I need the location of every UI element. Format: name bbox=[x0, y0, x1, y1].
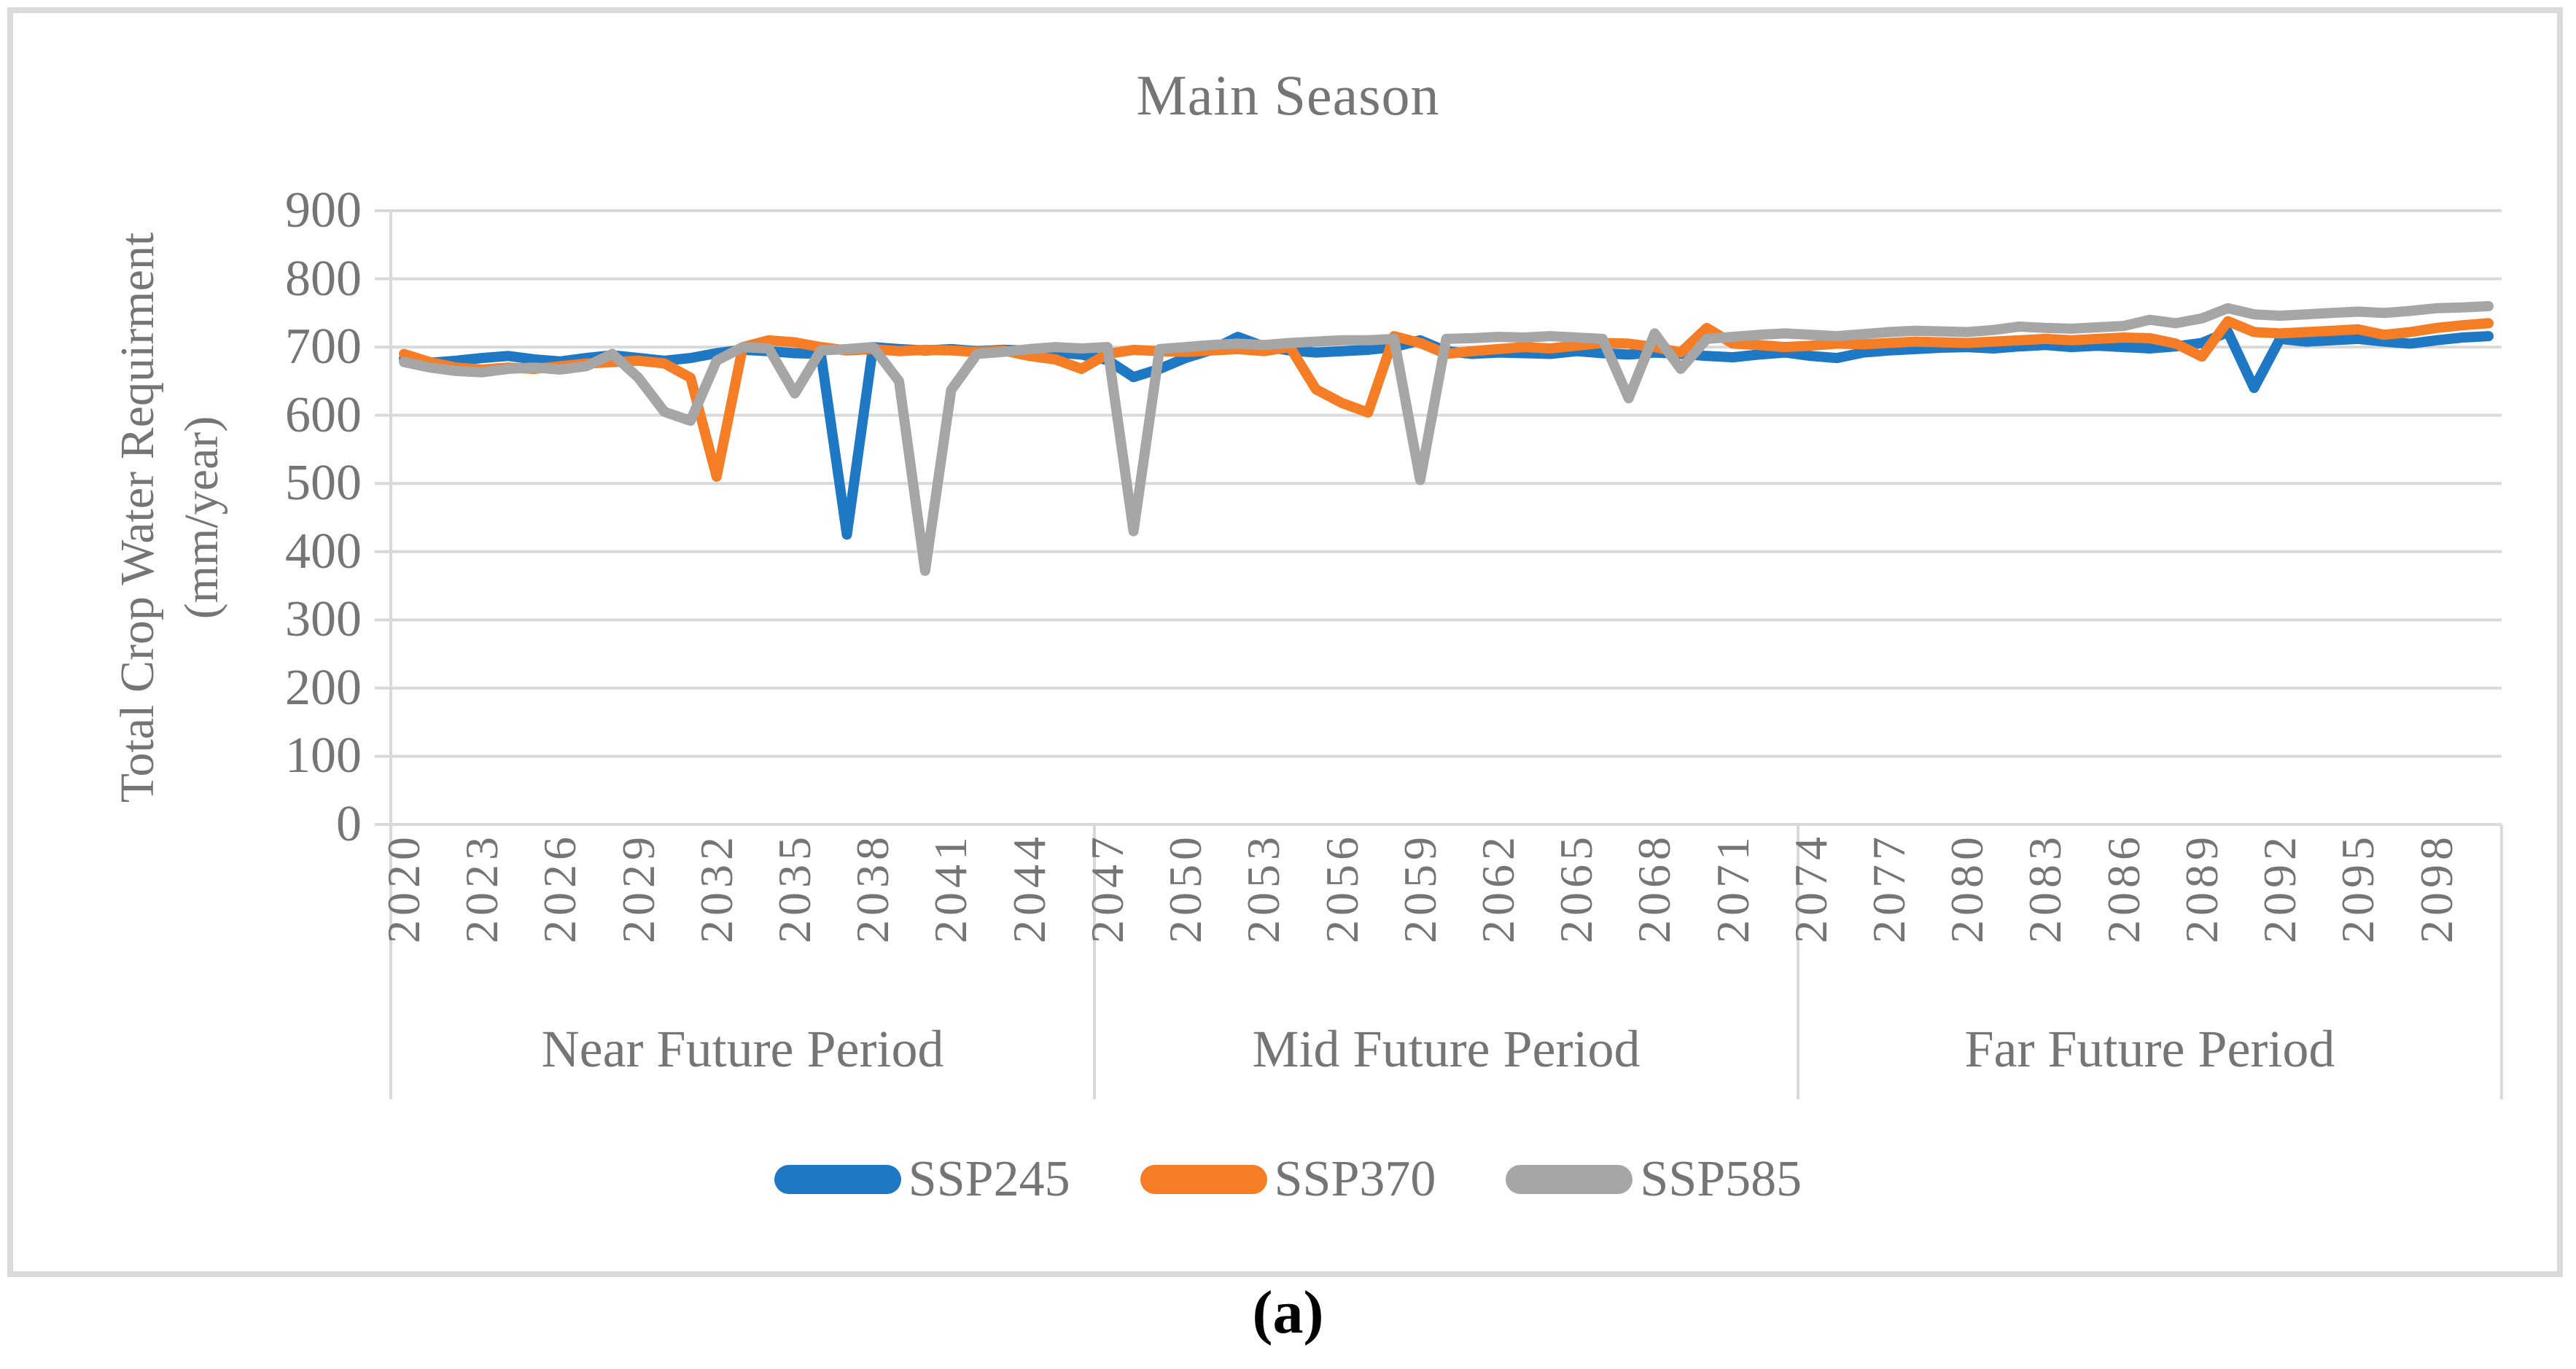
legend-swatch-ssp585 bbox=[1506, 1165, 1633, 1194]
x-tick-label-2062: 2062 bbox=[1471, 832, 1524, 943]
period-label-2: Far Future Period bbox=[1964, 1020, 2335, 1078]
x-tick-label-2095: 2095 bbox=[2332, 832, 2384, 943]
x-tick-label-2041: 2041 bbox=[925, 832, 977, 943]
x-tick-label-2035: 2035 bbox=[768, 832, 821, 943]
legend-item-ssp245: SSP245 bbox=[774, 1150, 1070, 1209]
x-tick-label-2065: 2065 bbox=[1550, 832, 1603, 943]
y-tick-label-900: 900 bbox=[285, 182, 362, 238]
x-tick-label-2056: 2056 bbox=[1315, 832, 1368, 943]
x-tick-label-2083: 2083 bbox=[2019, 832, 2071, 943]
legend-label-ssp245: SSP245 bbox=[908, 1151, 1070, 1207]
y-tick-label-700: 700 bbox=[285, 319, 362, 375]
y-tick-label-500: 500 bbox=[285, 455, 362, 512]
x-tick-label-2053: 2053 bbox=[1237, 832, 1290, 943]
x-tick-label-2071: 2071 bbox=[1706, 832, 1759, 943]
x-tick-label-2029: 2029 bbox=[612, 832, 664, 943]
legend-swatch-ssp245 bbox=[774, 1165, 901, 1194]
y-tick-label-100: 100 bbox=[285, 728, 362, 784]
figure-caption: (a) bbox=[1252, 1279, 1324, 1346]
legend-item-ssp585: SSP585 bbox=[1506, 1150, 1802, 1209]
legend: SSP245 SSP370 SSP585 bbox=[0, 1150, 2576, 1209]
x-tick-label-2050: 2050 bbox=[1159, 832, 1212, 943]
x-tick-label-2044: 2044 bbox=[1003, 832, 1055, 943]
x-tick-label-2047: 2047 bbox=[1081, 832, 1133, 943]
x-tick-label-2074: 2074 bbox=[1784, 832, 1837, 943]
x-tick-label-2089: 2089 bbox=[2175, 832, 2227, 943]
x-tick-label-2077: 2077 bbox=[1863, 832, 1915, 943]
x-tick-label-2068: 2068 bbox=[1628, 832, 1681, 943]
period-label-1: Mid Future Period bbox=[1252, 1020, 1641, 1078]
period-label-0: Near Future Period bbox=[541, 1020, 944, 1078]
chart-frame bbox=[7, 7, 2563, 1277]
chart-title: Main Season bbox=[1136, 63, 1440, 127]
y-tick-label-0: 0 bbox=[336, 796, 362, 852]
y-tick-label-600: 600 bbox=[285, 386, 362, 443]
legend-swatch-ssp370 bbox=[1140, 1165, 1267, 1194]
legend-label-ssp585: SSP585 bbox=[1640, 1151, 1802, 1207]
y-tick-label-300: 300 bbox=[285, 591, 362, 648]
y-tick-label-200: 200 bbox=[285, 659, 362, 716]
x-tick-label-2020: 2020 bbox=[378, 832, 429, 943]
legend-label-ssp370: SSP370 bbox=[1274, 1151, 1436, 1207]
x-tick-label-2092: 2092 bbox=[2254, 832, 2306, 943]
legend-item-ssp370: SSP370 bbox=[1140, 1150, 1436, 1209]
x-tick-label-2080: 2080 bbox=[1941, 832, 1993, 943]
series-line-ssp585 bbox=[399, 301, 2494, 576]
x-tick-label-2086: 2086 bbox=[2097, 832, 2149, 943]
x-tick-label-2098: 2098 bbox=[2410, 832, 2462, 943]
x-tick-label-2059: 2059 bbox=[1393, 832, 1446, 943]
x-tick-label-2032: 2032 bbox=[690, 832, 742, 943]
y-tick-label-400: 400 bbox=[285, 523, 362, 580]
x-tick-label-2026: 2026 bbox=[534, 832, 586, 943]
x-tick-label-2023: 2023 bbox=[456, 832, 508, 943]
y-tick-label-800: 800 bbox=[285, 250, 362, 307]
x-tick-label-2038: 2038 bbox=[847, 832, 899, 943]
